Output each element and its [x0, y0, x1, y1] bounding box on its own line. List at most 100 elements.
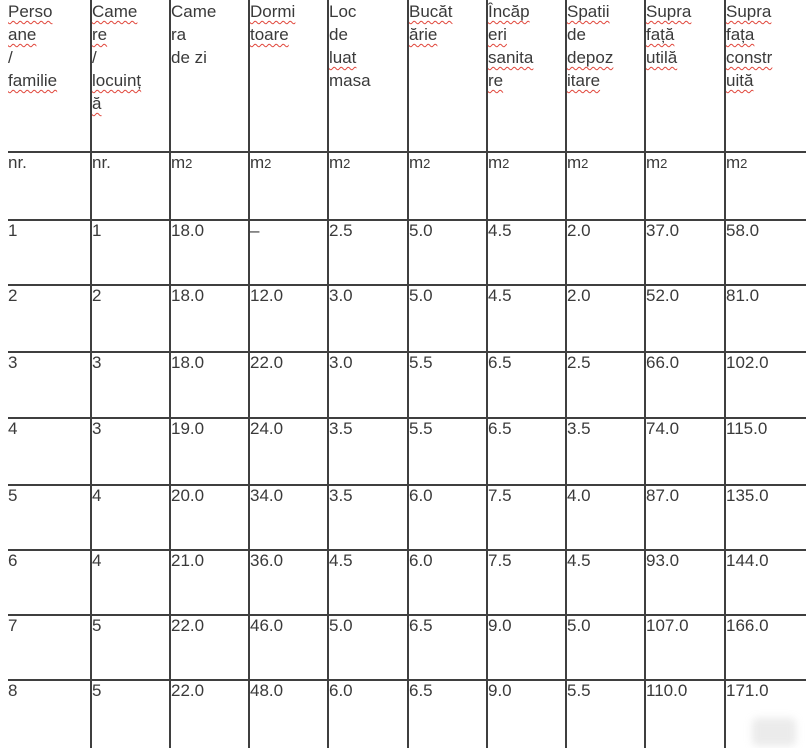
header-cell-persoane-familie: Perso ane / familie	[8, 0, 92, 153]
table-cell: 20.0	[169, 484, 250, 551]
header-line: ane	[8, 25, 37, 44]
table-cell: 4	[8, 417, 92, 486]
table-row: 3 3 18.0 22.0 3.0 5.5 6.5 2.5 66.0 102.0	[8, 351, 806, 419]
header-line: Perso	[8, 2, 53, 21]
unit-sub: 2	[502, 156, 510, 171]
table-row: 6 4 21.0 36.0 4.5 6.0 7.5 4.5 93.0 144.0	[8, 549, 806, 616]
unit-sub: 2	[264, 156, 272, 171]
table-cell: 7.5	[486, 484, 567, 551]
unit-sub: 2	[343, 156, 351, 171]
header-line: constr	[726, 48, 773, 67]
table-cell: 166.0	[724, 614, 806, 681]
table-cell: 135.0	[724, 484, 806, 551]
header-line: Supra	[726, 2, 772, 21]
table-cell: 5.5	[565, 679, 646, 748]
header-line: toare	[250, 25, 289, 44]
table-cell: 5.0	[327, 614, 409, 681]
table-cell: 22.0	[169, 614, 250, 681]
unit-sub: 2	[660, 156, 668, 171]
table-cell: 4.5	[565, 549, 646, 616]
unit-sub: 2	[185, 156, 193, 171]
unit-cell-camere-locuinta: nr.	[90, 151, 171, 220]
header-line: Came	[92, 2, 138, 21]
table-row: 7 5 22.0 46.0 5.0 6.5 9.0 5.0 107.0 166.0	[8, 614, 806, 681]
table-cell: 22.0	[169, 679, 250, 748]
table-cell: 144.0	[724, 549, 806, 616]
table-cell: 1	[90, 219, 171, 286]
table-body: 1 1 18.0–2.5 5.0 4.5 2.0 37.0 58.0 2 2 18.0 12.0 3.0…	[8, 219, 806, 748]
table-cell: 107.0	[644, 614, 726, 681]
unit-cell-camera-de-zi: m2	[169, 151, 250, 220]
table-row: 5 4 20.0 34.0 3.5 6.0 7.5 4.0 87.0 135.0	[8, 484, 806, 551]
header-line: utilă	[646, 48, 678, 67]
header-cell-dormitoare: Dormi toare	[248, 0, 329, 153]
table-cell: –	[248, 219, 329, 286]
header-cell-loc-de-luat-masa: Loc de luat masa	[327, 0, 409, 153]
header-line: Dormi	[250, 2, 296, 21]
header-cell-suprafata-construita: Supra fața constr uită	[724, 0, 806, 153]
table-cell: 18.0	[169, 351, 250, 419]
unit-base: nr.	[8, 153, 27, 172]
table-cell: 46.0	[248, 614, 329, 681]
unit-base: m	[488, 153, 503, 172]
table-cell: 5.0	[407, 284, 488, 353]
table-cell: 22.0	[248, 351, 329, 419]
table-header: Perso ane / familie Came re / locuinț ă Came ra de …	[8, 0, 806, 220]
table-cell: 3.0	[327, 351, 409, 419]
table-cell: 3	[8, 351, 92, 419]
table-cell: 4	[90, 484, 171, 551]
unit-sub: 2	[581, 156, 589, 171]
table-cell: 74.0	[644, 417, 726, 486]
unit-cell-bucatarie: m2	[407, 151, 488, 220]
header-line: locuinț	[92, 71, 142, 90]
table-cell: 7.5	[486, 549, 567, 616]
table-cell: 110.0	[644, 679, 726, 748]
table-cell: 52.0	[644, 284, 726, 353]
table-cell: 2	[90, 284, 171, 353]
header-line: /	[8, 48, 13, 67]
table-cell: 8	[8, 679, 92, 748]
table-cell: 6.0	[407, 549, 488, 616]
table-cell: 37.0	[644, 219, 726, 286]
housing-dimensions-table: Perso ane / familie Came re / locuinț ă Came ra de …	[8, 0, 806, 748]
table-row: 1 1 18.0–2.5 5.0 4.5 2.0 37.0 58.0	[8, 219, 806, 286]
unit-base: m	[567, 153, 582, 172]
table-cell: 12.0	[248, 284, 329, 353]
table-cell: 2.5	[565, 351, 646, 419]
header-line: re	[92, 25, 108, 44]
header-cell-spatii-de-depozitare: Spatii de depoz itare	[565, 0, 646, 153]
header-line: sanita	[488, 48, 534, 67]
table-cell: 3.5	[565, 417, 646, 486]
table-cell: 34.0	[248, 484, 329, 551]
unit-base: m	[409, 153, 424, 172]
unit-cell-persoane-familie: nr.	[8, 151, 92, 220]
table-cell: 87.0	[644, 484, 726, 551]
table-row: 2 2 18.0 12.0 3.0 5.0 4.5 2.0 52.0 81.0	[8, 284, 806, 353]
table-row: 8 5 22.0 48.0 6.0 6.5 9.0 5.5 110.0 171.0	[8, 679, 806, 748]
header-line: uită	[726, 71, 754, 90]
table-cell: 3	[90, 417, 171, 486]
unit-base: m	[171, 153, 186, 172]
table-cell: 48.0	[248, 679, 329, 748]
table-cell: 5	[90, 679, 171, 748]
table-cell: 115.0	[724, 417, 806, 486]
header-cell-incaperi-sanitare: Încăp eri sanita re	[486, 0, 567, 153]
table-cell: 5	[8, 484, 92, 551]
header-line: familie	[8, 71, 58, 90]
table-cell: 7	[8, 614, 92, 681]
watermark-smudge	[752, 718, 796, 746]
header-line: de	[329, 25, 348, 44]
table-cell: 9.0	[486, 614, 567, 681]
table-cell: 4.5	[486, 284, 567, 353]
table-cell: 4.5	[486, 219, 567, 286]
unit-cell-suprafata-construita: m2	[724, 151, 806, 220]
units-row: nr. nr. m2 m2 m2 m2 m2 m2 m2 m2	[8, 151, 806, 220]
table-cell: 5.5	[407, 351, 488, 419]
header-line: Came	[171, 2, 217, 21]
table-cell: 3.5	[327, 417, 409, 486]
table-cell: 21.0	[169, 549, 250, 616]
header-line: luat	[329, 48, 357, 67]
header-line: /	[92, 48, 97, 67]
unit-base: m	[329, 153, 344, 172]
